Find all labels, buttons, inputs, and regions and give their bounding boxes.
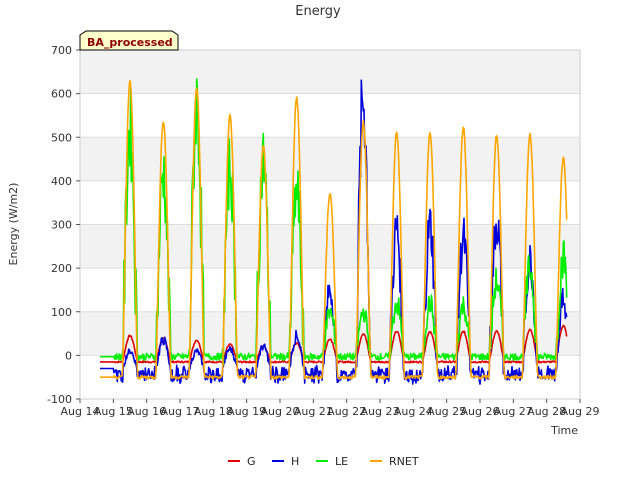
x-axis-label: Time (550, 424, 578, 437)
plot-band (80, 311, 580, 356)
y-tick-label: 300 (51, 219, 72, 232)
series-line-rnet (99, 79, 568, 380)
legend-label-le: LE (335, 455, 348, 468)
y-tick-label: 100 (51, 306, 72, 319)
y-tick-label: 600 (51, 88, 72, 101)
x-tick-label: Aug 27 (494, 405, 533, 418)
processed-badge: BA_processed (79, 30, 179, 51)
x-tick-label: Aug 26 (461, 405, 500, 418)
x-tick-label: Aug 18 (194, 405, 233, 418)
y-tick-label: 200 (51, 262, 72, 275)
x-tick-label: Aug 24 (394, 405, 433, 418)
y-tick-label: 500 (51, 131, 72, 144)
plot-band (80, 137, 580, 181)
plot-band (80, 224, 580, 269)
badge-box (79, 30, 179, 51)
y-tick-label: 700 (51, 44, 72, 57)
plot-band (80, 50, 580, 94)
x-tick-label: Aug 25 (427, 405, 466, 418)
y-tick-label: -100 (47, 393, 72, 406)
y-tick-label: 0 (65, 349, 72, 362)
legend-label-g: G (247, 455, 256, 468)
x-tick-label: Aug 17 (161, 405, 200, 418)
x-tick-label: Aug 22 (327, 405, 366, 418)
x-tick-label: Aug 21 (294, 405, 333, 418)
series-line-le (99, 78, 568, 366)
x-tick-label: Aug 29 (561, 405, 600, 418)
y-axis-label: Energy (W/m2) (7, 183, 20, 266)
x-tick-label: Aug 19 (227, 405, 266, 418)
x-tick-label: Aug 20 (261, 405, 300, 418)
x-tick-label: Aug 14 (61, 405, 100, 418)
x-tick-label: Aug 23 (361, 405, 400, 418)
legend-label-rnet: RNET (389, 455, 419, 468)
x-tick-label: Aug 15 (94, 405, 133, 418)
y-tick-label: 400 (51, 175, 72, 188)
legend: G H LE RNET (228, 455, 419, 468)
x-tick-label: Aug 28 (527, 405, 566, 418)
legend-label-h: H (291, 455, 299, 468)
badge-text: BA_processed (87, 36, 173, 49)
series-layer (99, 78, 568, 385)
x-tick-label: Aug 16 (127, 405, 166, 418)
chart-title: Energy (295, 4, 341, 19)
